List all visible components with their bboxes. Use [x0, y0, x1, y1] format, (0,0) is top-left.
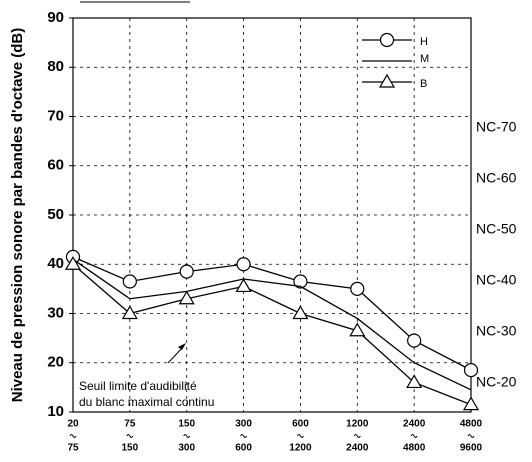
- nc-label: NC-70: [476, 119, 517, 135]
- tilde: [410, 434, 418, 438]
- legend: [355, 25, 460, 93]
- x-tick-label: 300: [235, 419, 252, 430]
- marker: [236, 257, 251, 272]
- x-tick-label: 2400: [403, 419, 426, 430]
- marker: [178, 290, 195, 305]
- series-line: [72, 256, 472, 371]
- x-tick-label: 2400: [346, 443, 369, 454]
- x-tick-label: 4800: [460, 419, 483, 430]
- x-tick-label: 300: [178, 443, 195, 454]
- series-line: [72, 263, 472, 406]
- nc-label: NC-60: [476, 170, 517, 186]
- annotation: du blanc maximal continu: [79, 395, 214, 409]
- marker: [293, 274, 308, 289]
- tilde: [183, 434, 191, 438]
- x-tick-label: 600: [235, 443, 252, 454]
- marker: [121, 305, 138, 320]
- nc-label: NC-50: [476, 221, 517, 237]
- marker: [292, 305, 309, 320]
- legend-label: B: [420, 78, 427, 90]
- y-tick-label: 30: [47, 304, 64, 321]
- y-tick-label: 90: [47, 9, 64, 26]
- legend-label: M: [420, 53, 429, 65]
- x-tick-label: 75: [124, 419, 136, 430]
- tilde: [240, 434, 248, 438]
- legend-label: H: [420, 36, 428, 48]
- y-tick-label: 40: [47, 255, 64, 272]
- y-tick-label: 80: [47, 58, 64, 75]
- marker: [463, 363, 479, 378]
- y-tick-label: 70: [47, 107, 64, 124]
- annotation-arrowhead: [178, 343, 186, 350]
- y-axis-label: Niveau de pression sonore par bandes d'o…: [9, 28, 26, 403]
- marker: [406, 374, 423, 389]
- marker: [378, 73, 396, 88]
- y-tick-label: 60: [47, 157, 64, 174]
- x-tick-label: 1200: [346, 419, 369, 430]
- marker: [179, 264, 194, 279]
- marker: [64, 256, 82, 270]
- y-tick-label: 50: [47, 206, 64, 223]
- x-tick-label: 4800: [403, 443, 426, 454]
- tilde: [69, 434, 77, 438]
- x-tick-label: 150: [178, 419, 195, 430]
- x-tick-label: 1200: [289, 443, 312, 454]
- series-line: [72, 258, 472, 391]
- nc-label: NC-30: [476, 323, 517, 339]
- tilde: [296, 434, 304, 438]
- x-tick-label: 600: [292, 419, 309, 430]
- y-tick-label: 10: [47, 403, 64, 420]
- nc-label: NC-40: [476, 272, 517, 288]
- x-tick-label: 75: [67, 443, 79, 454]
- marker: [349, 322, 366, 337]
- annotation: Seuil limite d'audibilité: [79, 379, 197, 393]
- marker: [407, 333, 422, 348]
- marker: [235, 278, 252, 293]
- y-tick-label: 20: [47, 354, 64, 371]
- tilde: [126, 434, 134, 438]
- x-tick-label: 150: [122, 443, 139, 454]
- x-tick-label: 20: [67, 419, 79, 430]
- x-tick-label: 9600: [460, 443, 483, 454]
- marker: [379, 32, 395, 48]
- marker: [122, 274, 137, 289]
- tilde: [353, 434, 361, 438]
- tilde: [467, 434, 475, 438]
- marker: [462, 396, 480, 411]
- nc-label: NC-20: [476, 374, 517, 390]
- marker: [350, 281, 365, 296]
